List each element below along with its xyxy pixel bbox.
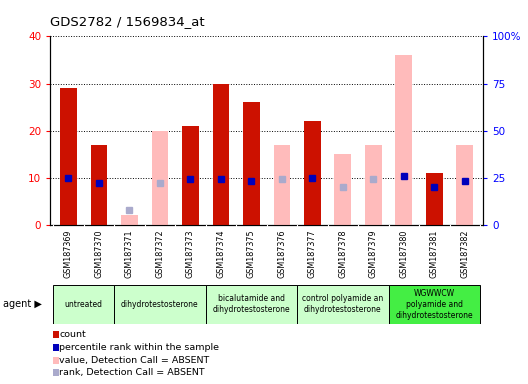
Text: count: count bbox=[60, 330, 86, 339]
Bar bbox=[334, 154, 351, 225]
Text: GSM187382: GSM187382 bbox=[460, 229, 469, 278]
Text: GSM187370: GSM187370 bbox=[95, 229, 103, 278]
Text: GSM187378: GSM187378 bbox=[338, 229, 347, 278]
Text: GSM187376: GSM187376 bbox=[277, 229, 286, 278]
Text: dihydrotestosterone: dihydrotestosterone bbox=[121, 300, 199, 309]
Bar bbox=[365, 145, 382, 225]
Text: rank, Detection Call = ABSENT: rank, Detection Call = ABSENT bbox=[60, 368, 205, 377]
Bar bbox=[304, 121, 321, 225]
Text: control polyamide an
dihydrotestosterone: control polyamide an dihydrotestosterone bbox=[302, 294, 383, 314]
FancyBboxPatch shape bbox=[114, 285, 206, 324]
Text: WGWWCW
polyamide and
dihydrotestosterone: WGWWCW polyamide and dihydrotestosterone bbox=[395, 289, 473, 320]
Text: GSM187377: GSM187377 bbox=[308, 229, 317, 278]
Text: GSM187371: GSM187371 bbox=[125, 229, 134, 278]
Text: agent ▶: agent ▶ bbox=[3, 299, 42, 310]
Bar bbox=[91, 145, 107, 225]
Bar bbox=[152, 131, 168, 225]
FancyBboxPatch shape bbox=[206, 285, 297, 324]
Bar bbox=[395, 55, 412, 225]
Text: GSM187380: GSM187380 bbox=[399, 229, 408, 278]
Bar bbox=[456, 145, 473, 225]
Text: GSM187379: GSM187379 bbox=[369, 229, 378, 278]
Text: GSM187375: GSM187375 bbox=[247, 229, 256, 278]
FancyBboxPatch shape bbox=[297, 285, 389, 324]
Bar bbox=[182, 126, 199, 225]
Bar bbox=[121, 215, 138, 225]
Bar bbox=[426, 173, 442, 225]
Text: bicalutamide and
dihydrotestosterone: bicalutamide and dihydrotestosterone bbox=[213, 294, 290, 314]
Text: percentile rank within the sample: percentile rank within the sample bbox=[60, 343, 220, 352]
Text: GSM187372: GSM187372 bbox=[155, 229, 164, 278]
Text: GSM187369: GSM187369 bbox=[64, 229, 73, 278]
Bar bbox=[212, 84, 229, 225]
FancyBboxPatch shape bbox=[53, 285, 114, 324]
Bar bbox=[60, 88, 77, 225]
Text: value, Detection Call = ABSENT: value, Detection Call = ABSENT bbox=[60, 356, 210, 365]
FancyBboxPatch shape bbox=[389, 285, 480, 324]
Text: GSM187373: GSM187373 bbox=[186, 229, 195, 278]
Text: GSM187374: GSM187374 bbox=[216, 229, 225, 278]
Text: untreated: untreated bbox=[65, 300, 103, 309]
Bar bbox=[274, 145, 290, 225]
Text: GSM187381: GSM187381 bbox=[430, 229, 439, 278]
Text: GDS2782 / 1569834_at: GDS2782 / 1569834_at bbox=[50, 15, 205, 28]
Bar bbox=[243, 103, 260, 225]
